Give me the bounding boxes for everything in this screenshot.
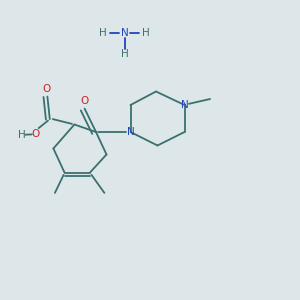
Text: H: H	[99, 28, 107, 38]
Text: O: O	[42, 84, 50, 94]
Text: N: N	[121, 28, 128, 38]
Text: H: H	[142, 28, 150, 38]
Text: H: H	[121, 49, 128, 59]
Text: H: H	[18, 130, 26, 140]
Text: O: O	[80, 96, 88, 106]
Text: N: N	[127, 127, 134, 137]
Text: O: O	[32, 129, 40, 140]
Text: N: N	[181, 100, 188, 110]
